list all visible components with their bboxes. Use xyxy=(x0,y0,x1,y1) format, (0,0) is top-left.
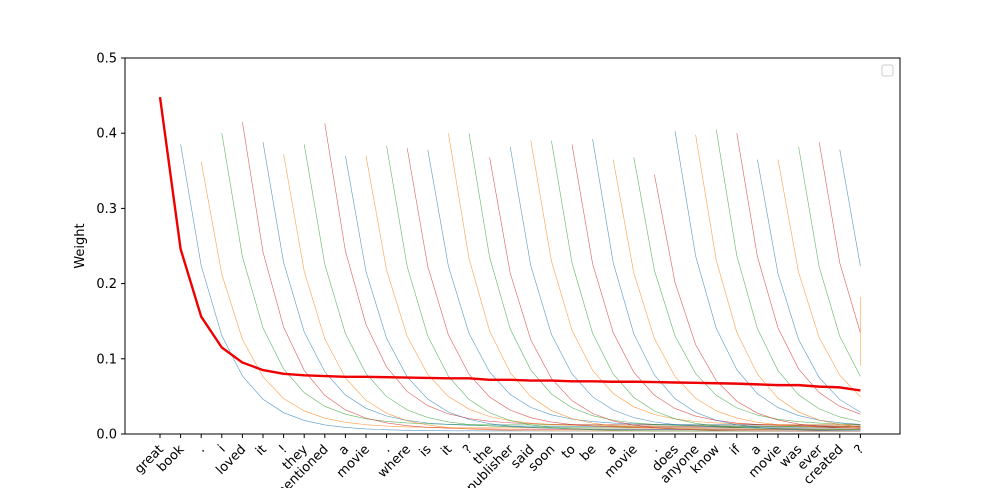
thin-series-line xyxy=(757,159,861,413)
x-tick-label: it xyxy=(438,442,455,459)
thin-series-line xyxy=(489,157,861,432)
main-series-line xyxy=(158,96,861,392)
thin-series-line xyxy=(715,129,861,422)
thin-series-line xyxy=(551,140,861,430)
x-tick-label: if xyxy=(727,442,744,459)
thin-series-line xyxy=(839,149,861,267)
plot-area xyxy=(158,96,861,432)
y-tick-label: 0.0 xyxy=(96,428,117,443)
thin-series-line xyxy=(345,155,861,430)
x-tick-label: be xyxy=(577,442,599,464)
y-tick-label: 0.5 xyxy=(96,52,117,67)
thin-series-line xyxy=(612,159,861,428)
y-tick-label: 0.2 xyxy=(96,277,117,292)
y-axis-label: Weight xyxy=(73,223,88,268)
thin-series-line xyxy=(633,157,861,425)
thin-series-line xyxy=(736,133,861,415)
plot-frame xyxy=(124,57,901,435)
x-tick-label: . xyxy=(194,442,208,456)
thin-series-line xyxy=(180,144,861,432)
x-tick-label: where xyxy=(375,442,414,481)
thin-series-line xyxy=(798,146,861,377)
legend-box xyxy=(881,64,894,77)
thin-series-line xyxy=(468,133,861,427)
thin-series-line xyxy=(283,154,861,432)
thin-series-line xyxy=(674,130,861,425)
thin-series-line xyxy=(592,139,861,432)
y-tick-label: 0.4 xyxy=(96,127,117,142)
y-tick-label: 0.3 xyxy=(96,202,117,217)
thin-series-line xyxy=(818,142,861,333)
thin-series-line xyxy=(777,159,861,398)
thin-series-line xyxy=(654,174,861,429)
thin-series-line xyxy=(509,146,861,429)
thin-series-line xyxy=(695,134,861,428)
y-tick-label: 0.1 xyxy=(96,352,117,367)
x-tick-label: it xyxy=(253,442,270,459)
y-axis: 0.0 0.1 0.2 0.3 0.4 0.5 xyxy=(96,52,125,443)
x-tick-label: to xyxy=(559,442,579,462)
legend xyxy=(881,64,894,77)
x-tick-label: ? xyxy=(852,442,867,457)
thin-series-line xyxy=(324,123,861,426)
x-tick-label: is xyxy=(417,442,435,460)
